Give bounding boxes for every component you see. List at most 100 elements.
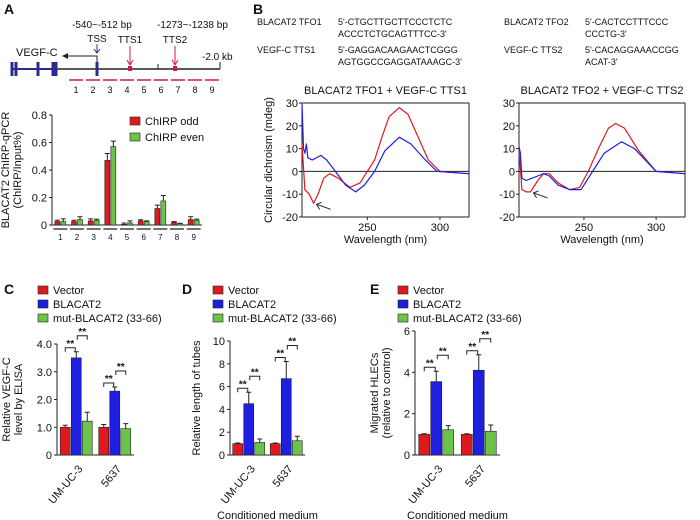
significance-marker: ** <box>481 330 489 341</box>
cd-curve <box>518 122 686 193</box>
error-bar <box>144 220 150 222</box>
bar <box>232 443 244 456</box>
x-tick-label: 5637 <box>463 463 488 489</box>
error-bar <box>283 361 289 379</box>
error-bar <box>235 442 241 444</box>
tts2-label: TTS2 <box>163 35 188 46</box>
significance-marker: ** <box>251 367 259 378</box>
error-bar <box>127 220 133 223</box>
bar <box>98 426 110 456</box>
significance-marker: ** <box>117 362 125 373</box>
y-tick-label: 0.8 <box>32 110 47 122</box>
error-bar <box>246 391 252 404</box>
significance-bracket <box>286 345 298 350</box>
y-tick-label: 2.0 <box>37 395 52 407</box>
y-axis-label: Relative length of tubes <box>191 340 203 455</box>
bar <box>60 221 67 226</box>
error-bar <box>121 222 127 225</box>
tts1-label: TTS1 <box>118 35 143 46</box>
y-tick-label: 10 <box>503 144 515 156</box>
legend-label: mut-BLACAT2 (33-66) <box>53 313 162 325</box>
plot-frame <box>518 102 686 218</box>
error-bar <box>433 370 439 382</box>
y-tick-label: 6 <box>219 382 225 394</box>
error-bar <box>123 423 129 429</box>
error-bar <box>160 194 166 201</box>
sequence-line: ACAT-3' <box>585 57 618 67</box>
y-tick-label: 4 <box>219 404 225 416</box>
chart-E: 0 2 4 6 UM-UC-3 ** ** 5637 ** ** Migrated HLECs (re… <box>369 285 522 520</box>
bar <box>71 221 77 226</box>
legend-item: ChIRP even <box>129 132 204 144</box>
transcription-arrow <box>64 55 98 62</box>
error-bar <box>171 221 177 223</box>
legend-swatch <box>212 299 224 309</box>
x-tick-label: 250 <box>358 222 376 234</box>
y-tick-label: 0.6 <box>32 138 47 150</box>
arrowhead-icon <box>62 53 68 59</box>
legend-swatch <box>397 285 409 295</box>
error-bar <box>101 423 107 428</box>
significance-marker: ** <box>468 342 476 353</box>
sequence-entry: VEGF-C TTS1 5'-GAGGACAAGAACTCGGG AGTGGCCGA… <box>257 45 462 67</box>
y-tick-label: 3.0 <box>37 367 52 379</box>
sequence-line: CCCTG-3' <box>585 29 627 39</box>
y-tick-label: 2 <box>404 409 410 421</box>
x-tick-label: 9 <box>191 233 196 242</box>
sequence-entry: BLACAT2 TFO2 5'-CACTCCTTTCCC CCCTG-3' <box>504 17 669 39</box>
legend-label: ChIRP even <box>145 132 204 144</box>
sequence-name: VEGF-C TTS1 <box>257 45 315 55</box>
arrow-icon <box>532 190 548 199</box>
legend-item: Vector <box>212 285 260 297</box>
error-bar <box>464 433 470 435</box>
x-tick-label: 250 <box>575 222 593 234</box>
y-axis-label: Migrated HLECs <box>369 352 381 433</box>
exon-mark <box>95 62 99 76</box>
legend-item: mut-BLACAT2 (33-66) <box>37 313 162 325</box>
legend-swatch <box>397 299 409 309</box>
error-bar <box>94 218 100 221</box>
region-number: 9 <box>209 85 214 95</box>
region-number: 4 <box>124 85 129 95</box>
y-axis-label: Circular dichroism (mdeg) <box>263 97 275 223</box>
significance-bracket <box>274 357 286 362</box>
x-tick-label: 4 <box>108 233 113 242</box>
bar <box>291 440 303 456</box>
legend-swatch <box>212 313 224 323</box>
significance-bracket <box>103 382 115 388</box>
y-tick-label: 0 <box>46 450 52 462</box>
y-tick-label: 30 <box>286 98 298 110</box>
bar <box>121 224 127 226</box>
tts1-range: -540~-512 bp <box>72 20 132 31</box>
legend-item: mut-BLACAT2 (33-66) <box>397 313 522 325</box>
x-axis-label: Conditioned medium <box>217 510 318 520</box>
y-tick-label: 10 <box>286 144 298 156</box>
region-number: 8 <box>192 85 197 95</box>
legend-swatch <box>129 132 141 142</box>
legend-swatch <box>212 285 224 295</box>
sequence-line: 5'-CTGCTTGCTTCCCTCTC <box>338 17 453 27</box>
panel-label: B <box>253 1 263 17</box>
bar <box>269 443 281 456</box>
bar <box>430 381 443 456</box>
bar <box>87 220 94 226</box>
error-bar <box>294 435 300 441</box>
error-bar <box>60 218 66 222</box>
y-axis-label: Relative VEGF-C <box>1 357 13 441</box>
chart-B1: -20 -10 0 10 20 30 250 300 BLACAT2 TFO1 + VEGF-C… <box>263 85 470 246</box>
legend-label: Vector <box>53 285 85 297</box>
error-bar <box>188 216 194 220</box>
y-tick-label: 0 <box>404 450 410 462</box>
error-bar <box>194 218 200 221</box>
panel-label: D <box>182 281 192 297</box>
bar <box>70 357 82 456</box>
error-bar <box>77 216 83 220</box>
sequence-line: AGTGGCCGAGGATAAAGC-3' <box>338 57 462 67</box>
x-tick-label: 5637 <box>271 463 296 489</box>
error-bar <box>138 219 144 221</box>
chart-C: 0 1.0 2.0 3.0 4.0 UM-UC-3 ** ** 5637 ** ** Relative… <box>1 285 162 507</box>
legend-item: BLACAT2 <box>37 299 101 311</box>
y-tick-label: 30 <box>503 98 515 110</box>
legend-item: BLACAT2 <box>212 299 276 311</box>
